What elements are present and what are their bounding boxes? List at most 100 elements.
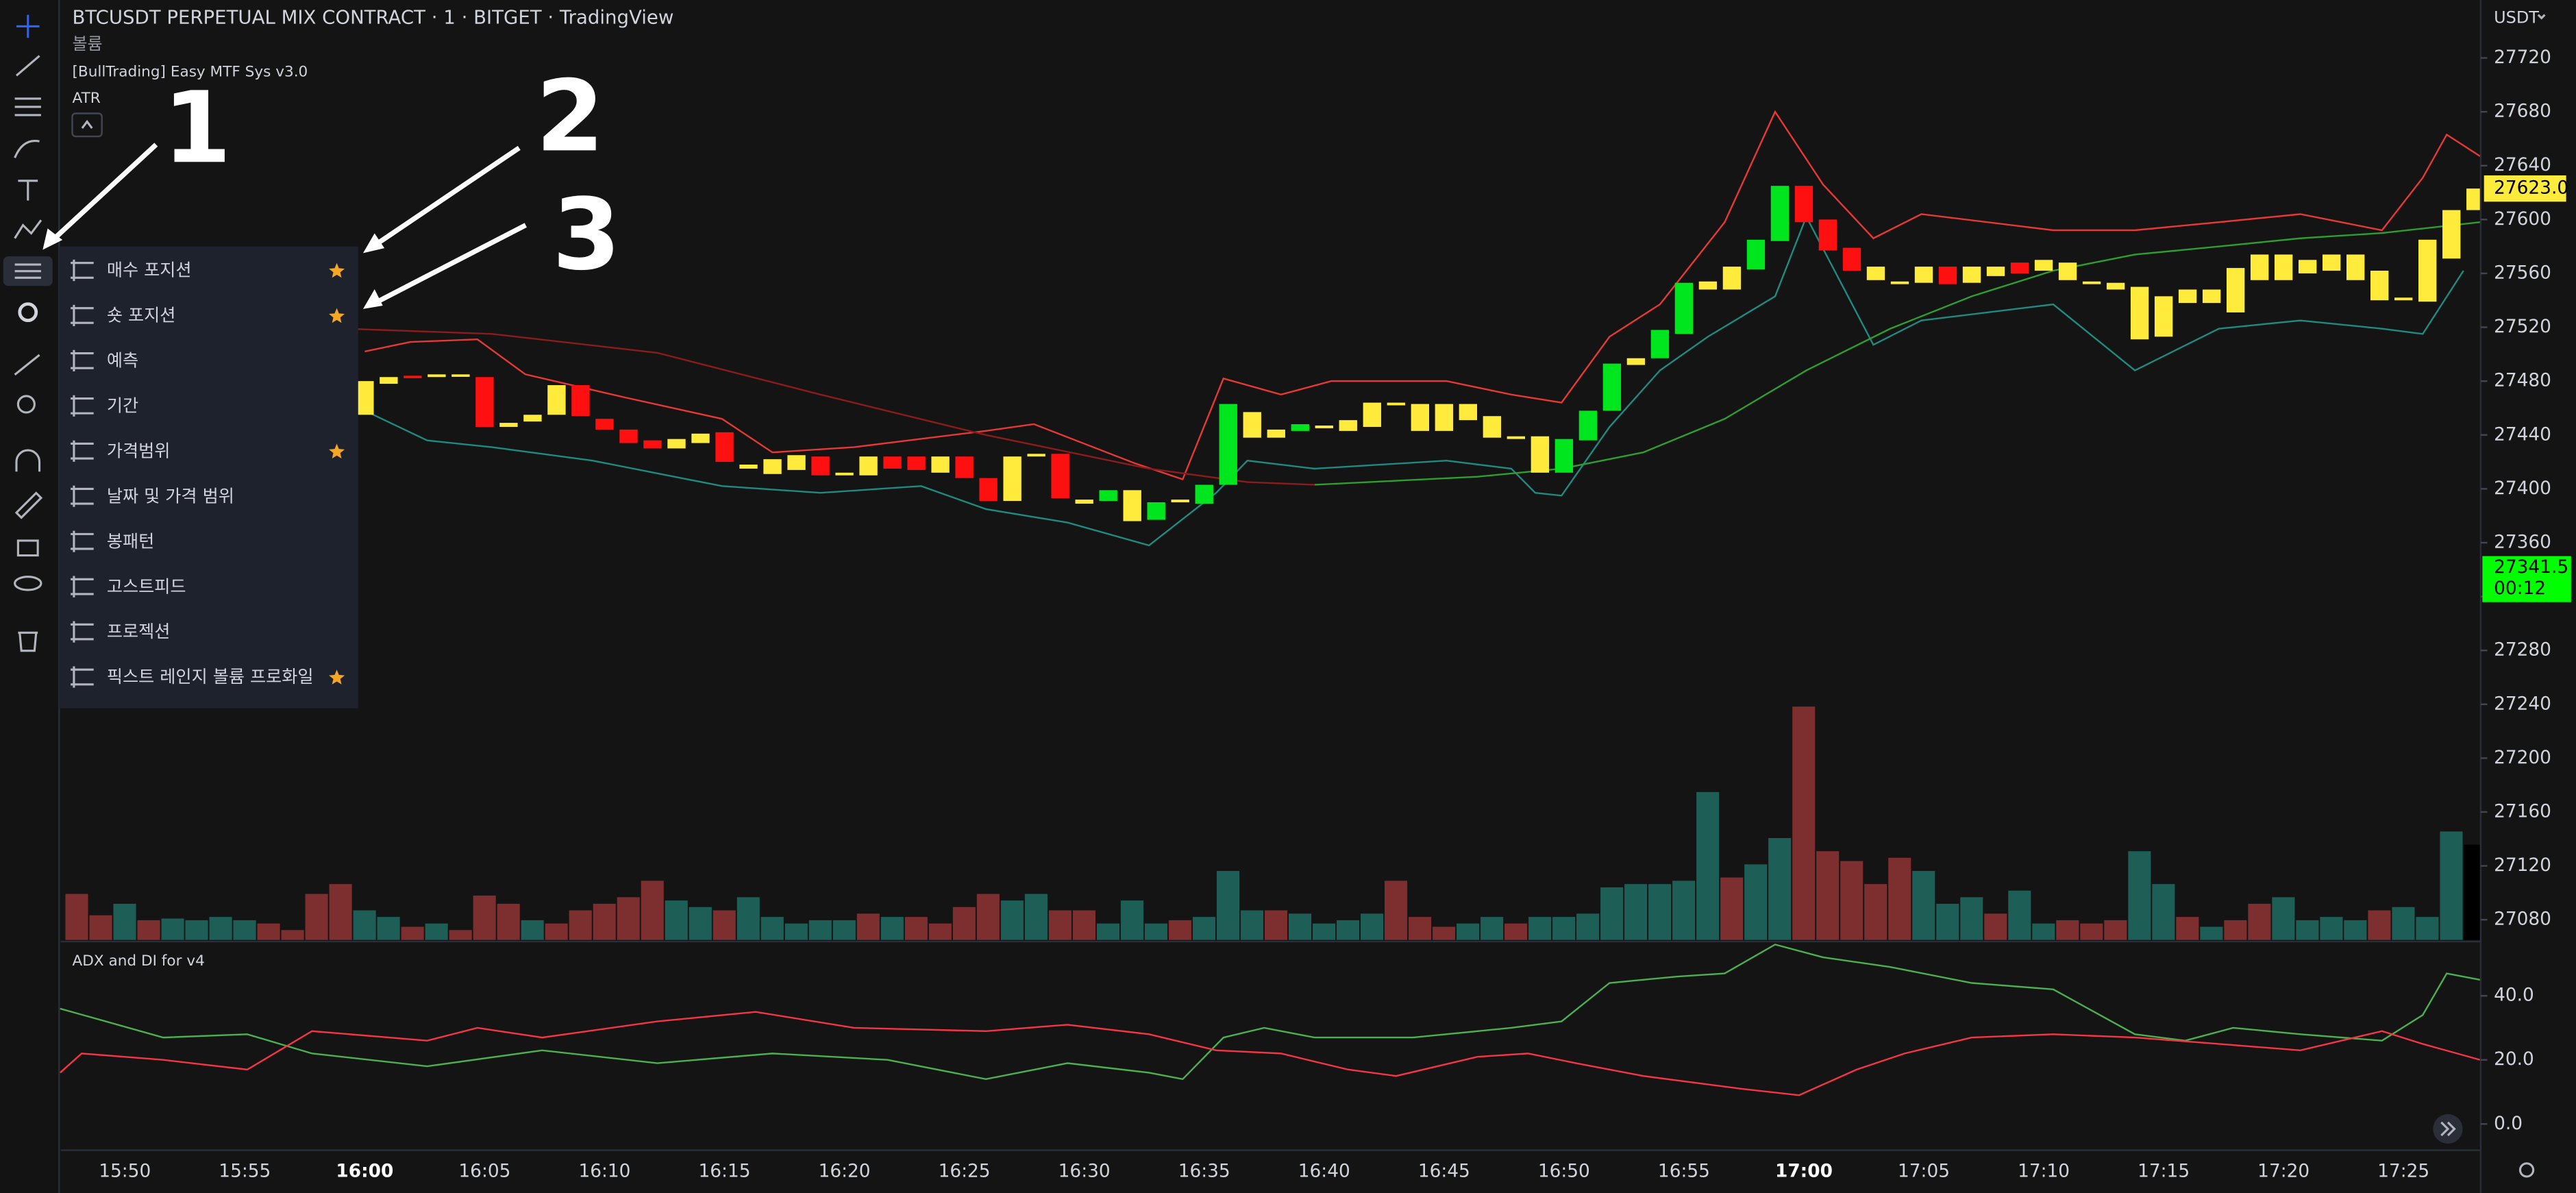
candle-body	[1123, 490, 1141, 521]
menu-item[interactable]	[59, 340, 358, 382]
candle-body	[1387, 402, 1405, 406]
candle-body	[1339, 420, 1357, 431]
candle-body	[1291, 424, 1309, 431]
volume-bar	[2248, 903, 2271, 940]
x-tick-label: 15:50	[99, 1161, 151, 1181]
volume-bar	[1048, 910, 1072, 940]
volume-bar	[233, 920, 256, 940]
volume-bar	[1385, 881, 1408, 940]
x-tick-label: 17:00	[1775, 1161, 1833, 1181]
brush-icon[interactable]	[14, 140, 40, 158]
y-tick-label: 27160	[2494, 801, 2551, 822]
indicator-label[interactable]: 볼륨	[73, 34, 103, 53]
x-tick-label: 16:55	[1658, 1161, 1710, 1181]
shape-icon[interactable]	[18, 302, 38, 323]
menu-item-label[interactable]: 예측	[107, 351, 138, 371]
menu-item-label[interactable]: 픽스트 레인지 볼륨 프로화일	[107, 667, 314, 687]
candle-body	[907, 456, 926, 470]
volume-bar	[497, 903, 520, 940]
menu-item[interactable]	[59, 566, 358, 608]
menu-item-label[interactable]: 날짜 및 가격 범위	[107, 486, 234, 506]
favorite-star[interactable]	[329, 262, 345, 278]
candle-body	[2010, 262, 2029, 273]
zoom-icon[interactable]	[16, 395, 36, 414]
volume-bar	[2008, 890, 2031, 940]
candle-body	[595, 419, 614, 430]
candle-body	[1171, 500, 1189, 503]
menu-item-label[interactable]: 기간	[107, 396, 138, 416]
indicator-label[interactable]: ATR	[73, 90, 101, 107]
pattern-icon[interactable]	[14, 219, 42, 239]
adx-title[interactable]: ADX and DI for v4	[73, 952, 205, 970]
favorite-star[interactable]	[329, 443, 345, 459]
candle-body	[1483, 416, 1502, 438]
candle-body	[643, 440, 662, 449]
volume-bar	[1288, 913, 1312, 940]
volume-bar	[2080, 923, 2103, 940]
favorite-star[interactable]	[329, 308, 345, 323]
crosshair-icon[interactable]	[16, 14, 40, 38]
text-icon[interactable]	[18, 180, 38, 201]
lock-draw-icon[interactable]	[14, 491, 43, 519]
candle-body	[1938, 267, 1957, 284]
candle-body	[763, 459, 782, 474]
fib-icon[interactable]	[14, 97, 41, 116]
candle-body	[2082, 281, 2101, 284]
menu-item-label[interactable]: 숏 포지션	[107, 306, 176, 325]
ruler-icon[interactable]	[14, 354, 40, 376]
volume-bar	[1457, 923, 1480, 940]
collapse-button[interactable]	[71, 112, 103, 138]
y-tick-label: 27200	[2494, 748, 2551, 768]
eye-icon[interactable]	[14, 576, 42, 591]
indicator-line	[364, 214, 2464, 547]
magnet-icon[interactable]	[15, 449, 41, 472]
candle-body	[955, 456, 974, 478]
lock-icon[interactable]	[16, 539, 39, 557]
menu-item[interactable]	[59, 385, 358, 428]
forecast-icon[interactable]	[14, 263, 41, 279]
menu-item-icon	[71, 304, 94, 327]
menu-item-label[interactable]: 봉패턴	[107, 531, 154, 551]
volume-bar	[593, 903, 616, 940]
volume-bar	[976, 894, 1000, 940]
x-tick-label: 17:20	[2257, 1161, 2309, 1181]
volume-bar	[2224, 920, 2247, 940]
menu-item[interactable]	[59, 521, 358, 563]
trendline-icon[interactable]	[15, 55, 40, 77]
menu-item-label[interactable]: 프로젝션	[107, 622, 171, 641]
y-tick-label: 27600	[2494, 209, 2551, 230]
currency-label[interactable]: USDT	[2494, 8, 2539, 27]
menu-item-label[interactable]: 매수 포지션	[107, 260, 192, 280]
candle-body	[1363, 402, 1381, 427]
volume-bar	[1912, 870, 1935, 940]
menu-item[interactable]	[59, 430, 358, 473]
symbol-title[interactable]: BTCUSDT PERPETUAL MIX CONTRACT · 1 · BIT…	[73, 5, 674, 28]
candle-body	[2322, 254, 2341, 271]
menu-item-label[interactable]: 가격범위	[107, 441, 171, 460]
indicator-label[interactable]: [BullTrading] Easy MTF Sys v3.0	[73, 64, 308, 81]
volume-bar	[1144, 923, 1167, 940]
menu-item-label[interactable]: 고스트피드	[107, 576, 186, 596]
volume-bar	[401, 926, 424, 940]
volume-bar	[880, 917, 904, 940]
settings-icon[interactable]	[2518, 1162, 2535, 1178]
favorite-star[interactable]	[329, 669, 345, 685]
candle-body	[1315, 426, 1333, 428]
candle-body	[1051, 454, 1069, 499]
x-tick-label: 17:25	[2377, 1161, 2429, 1181]
volume-bar	[281, 930, 304, 940]
volume-bar	[449, 930, 472, 940]
trash-icon[interactable]	[18, 631, 38, 652]
candle-body	[2298, 260, 2317, 273]
menu-item[interactable]	[59, 295, 358, 337]
y-tick-label: 27080	[2494, 909, 2551, 930]
candle-body	[883, 456, 902, 469]
menu-item[interactable]	[59, 611, 358, 654]
volume-bar	[521, 920, 544, 940]
volume-bar	[1481, 917, 1504, 940]
menu-item[interactable]	[59, 250, 358, 293]
volume-bar	[1648, 884, 1672, 940]
arrow	[371, 223, 527, 306]
